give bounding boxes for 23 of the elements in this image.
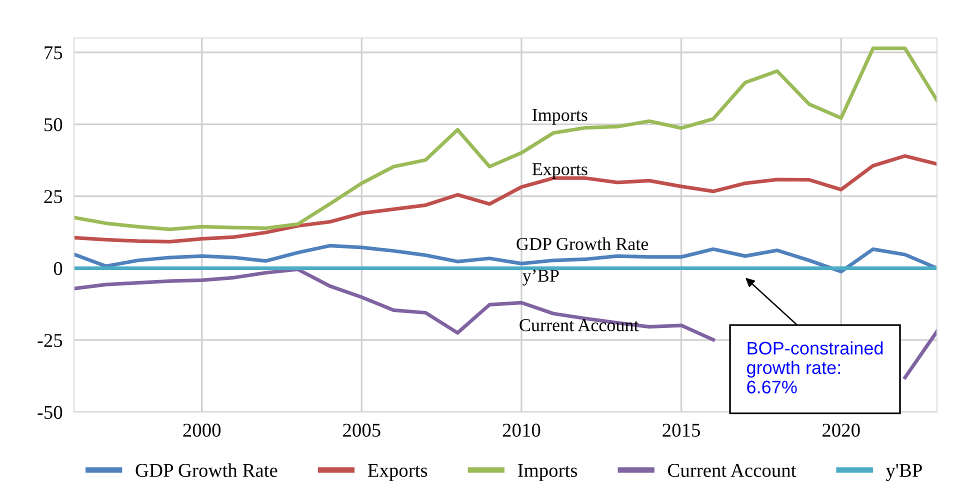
- x-tick-label: 2015: [662, 424, 700, 437]
- x-tick-label: 2020: [822, 424, 860, 437]
- annotation: Imports: [532, 109, 588, 125]
- y-tick-label: 0: [54, 262, 62, 276]
- x-tick-label: 2000: [183, 424, 221, 437]
- y-tick-label: 25: [44, 190, 62, 204]
- x-tick-label: 2005: [343, 424, 380, 437]
- y-tick-label: 75: [44, 46, 62, 60]
- x-tick-label: 2010: [502, 424, 540, 437]
- y-tick-label: -50: [38, 406, 62, 419]
- legend-label: y'BP: [886, 464, 922, 481]
- legend-label: Imports: [518, 464, 578, 481]
- y-tick-label: 50: [44, 118, 62, 132]
- legend-label: Current Account: [668, 464, 796, 477]
- annotation: BOP-constrained growth rate: 6.67%: [747, 341, 883, 394]
- legend-label: GDP Growth Rate: [136, 463, 278, 477]
- annotation: GDP Growth Rate: [516, 237, 648, 250]
- annotation: y’BP: [522, 270, 559, 286]
- annotation: Exports: [532, 163, 588, 179]
- legend-label: Exports: [368, 464, 428, 481]
- line-series: [74, 46, 937, 232]
- y-tick-label: -25: [38, 334, 62, 348]
- annotation: Current Account: [520, 319, 639, 332]
